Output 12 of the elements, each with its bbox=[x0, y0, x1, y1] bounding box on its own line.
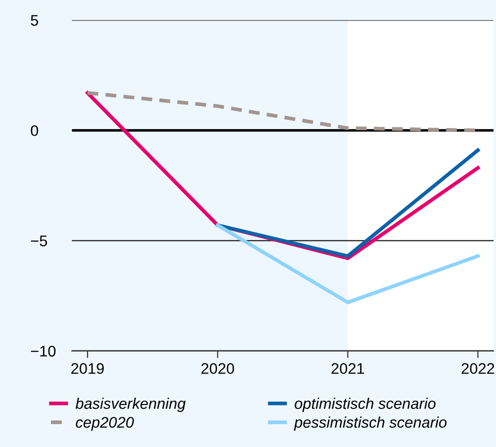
legend-label: cep2020 bbox=[76, 416, 134, 431]
y-tick-label: 0 bbox=[30, 125, 38, 136]
y-tick-label: −5 bbox=[31, 236, 48, 246]
legend-label: optimistisch scenario bbox=[294, 398, 436, 412]
x-tick-label: 2021 bbox=[332, 363, 364, 374]
y-tick-label: 5 bbox=[30, 15, 38, 26]
legend-label: basisverkenning bbox=[76, 398, 186, 412]
y-tick-label: −10 bbox=[31, 346, 56, 357]
x-tick-label: 2019 bbox=[71, 363, 104, 374]
x-tick-label: 2022 bbox=[462, 363, 494, 374]
x-tick-label: 2020 bbox=[201, 363, 234, 374]
legend-label: pessimistisch scenario bbox=[294, 416, 447, 431]
